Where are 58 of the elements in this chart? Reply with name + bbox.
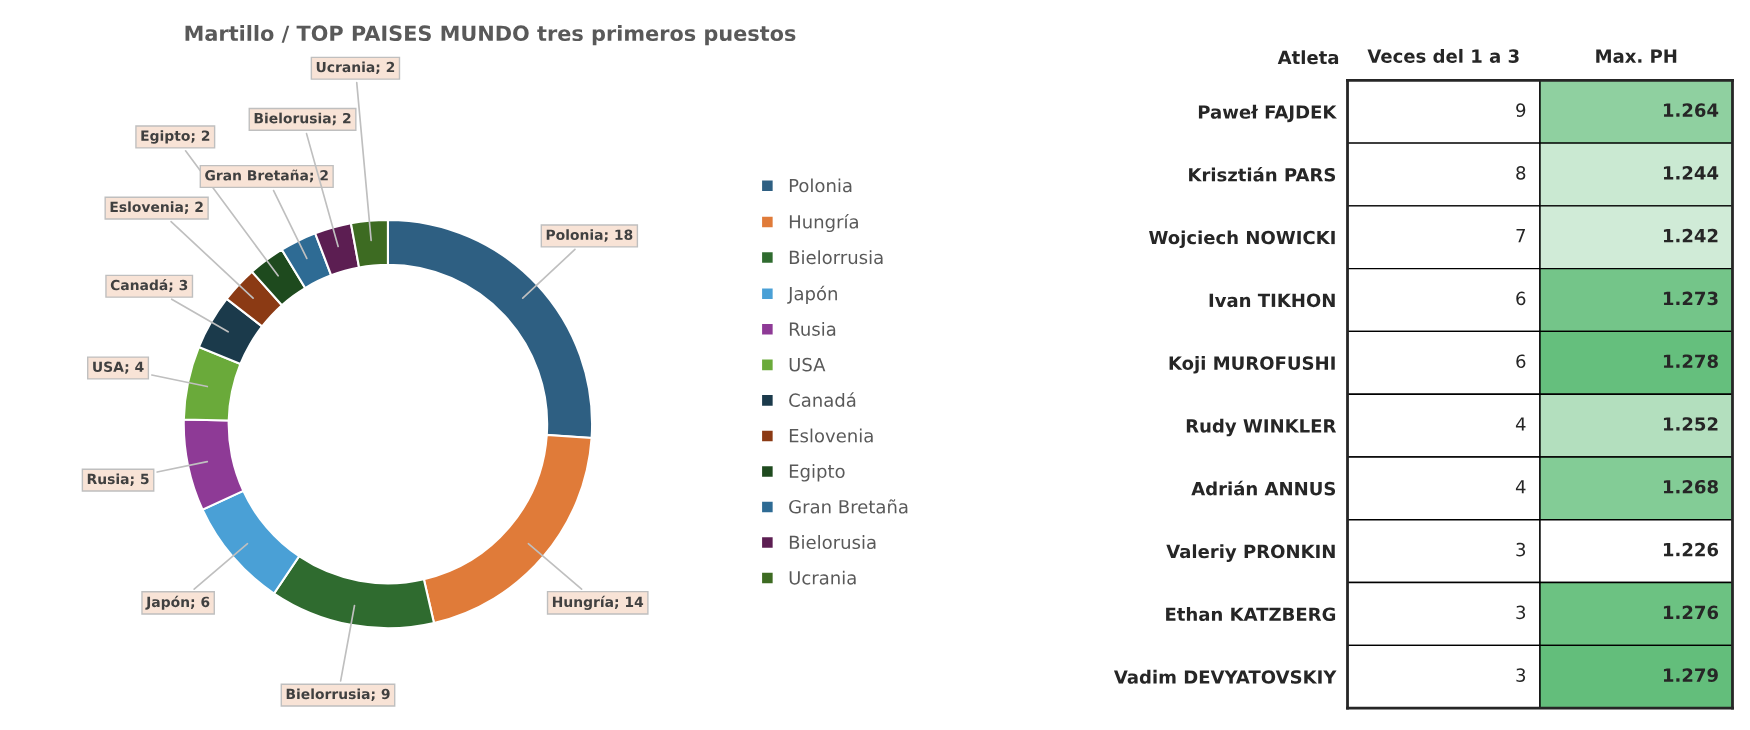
data-label: Gran Bretaña; 2: [205, 169, 328, 183]
data-label: 6: [1516, 291, 1526, 306]
y-tick-label: Adrián ANNUS: [1191, 480, 1336, 496]
legend-label: Gran Bretaña: [789, 499, 908, 514]
data-label: 7: [1516, 229, 1525, 243]
y-tick-label: Wojciech NOWICKI: [1149, 230, 1335, 249]
data-label: 1.242: [1663, 228, 1718, 243]
y-tick-label: Valeriy PRONKIN: [1166, 544, 1335, 562]
data-label: Polonia; 18: [546, 229, 633, 242]
data-label: Hungría; 14: [552, 595, 644, 610]
y-tick-label: Ethan KATZBERG: [1166, 607, 1336, 622]
data-label: 3: [1516, 605, 1526, 620]
y-tick-label: Krisztián PARS: [1189, 166, 1336, 182]
data-label: 1.268: [1663, 479, 1718, 494]
data-label: Bielorusia; 2: [254, 112, 351, 126]
y-tick-label: Vadim DEVYATOVSKIY: [1113, 669, 1337, 684]
legend-label: Eslovenia: [789, 428, 873, 443]
data-label: Egipto; 2: [141, 130, 210, 144]
data-label: 1.273: [1663, 291, 1718, 306]
data-label: Bielorrusia; 9: [286, 688, 390, 701]
legend-label: Bielorusia: [789, 535, 876, 550]
y-tick-label: Ivan TIKHON: [1209, 293, 1335, 308]
y-tick-label: Paweł FAJDEK: [1198, 104, 1337, 123]
data-label: 4: [1515, 417, 1526, 431]
data-label: 8: [1516, 166, 1526, 180]
data-label: 1.244: [1663, 166, 1719, 180]
data-label: 3: [1516, 542, 1526, 557]
y-tick-label: Rudy WINKLER: [1186, 418, 1337, 437]
data-label: Rusia; 5: [87, 473, 149, 486]
data-label: 4: [1515, 480, 1526, 494]
legend-label: Bielorrusia: [789, 250, 883, 265]
chart-title: Martillo / TOP PAISES MUNDO tres primeros puestos: [185, 24, 796, 46]
y-tick-label: Koji MUROFUSHI: [1169, 355, 1335, 374]
x-tick-label: Veces del 1 a 3: [1367, 48, 1519, 63]
data-label: Eslovenia; 2: [110, 201, 203, 214]
x-tick-label: Max. PH: [1596, 49, 1677, 63]
data-label: 1.278: [1663, 354, 1718, 369]
data-label: Japón; 6: [145, 595, 210, 610]
legend-label: Polonia: [789, 178, 852, 193]
y-axis-title: Atleta: [1277, 50, 1339, 65]
data-label: 1.276: [1663, 605, 1719, 620]
legend-label: Rusia: [789, 321, 836, 336]
data-label: Ucrania; 2: [316, 61, 395, 75]
data-label: 1.264: [1663, 103, 1719, 117]
data-label: 1.252: [1663, 417, 1718, 431]
data-label: 3: [1516, 668, 1526, 682]
data-label: 9: [1516, 103, 1526, 117]
data-label: USA; 4: [93, 361, 144, 374]
legend-label: Ucrania: [789, 570, 856, 585]
data-label: 1.226: [1663, 542, 1719, 557]
legend-label: Japón: [787, 285, 837, 304]
data-label: 1.279: [1663, 668, 1718, 682]
legend-label: USA: [789, 357, 826, 372]
data-label: 6: [1516, 354, 1526, 369]
legend-label: Canadá: [789, 392, 856, 407]
legend-label: Hungría: [789, 213, 858, 233]
legend-label: Egipto: [789, 464, 845, 482]
data-label: Canadá; 3: [110, 278, 188, 293]
